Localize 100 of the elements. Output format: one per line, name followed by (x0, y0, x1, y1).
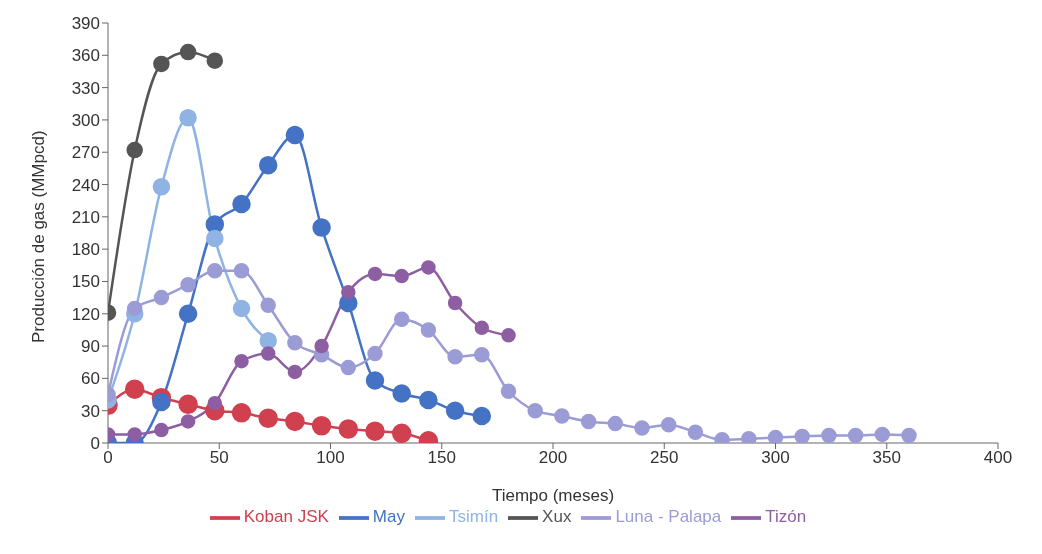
point (259, 331, 277, 350)
point (794, 428, 810, 443)
legend-label: May (372, 507, 405, 527)
point (767, 429, 784, 443)
point (365, 371, 385, 390)
point (527, 402, 543, 419)
y-tick-label: 0 (90, 434, 100, 454)
y-tick-label: 120 (71, 304, 100, 324)
point (127, 427, 142, 442)
legend-label: Xux (542, 507, 572, 527)
point (607, 415, 624, 432)
point (821, 427, 837, 443)
point (500, 383, 517, 400)
x-tick-label: 200 (538, 448, 568, 468)
y-tick-label: 360 (71, 46, 100, 66)
point (206, 229, 224, 248)
point (421, 260, 436, 275)
point (847, 427, 864, 443)
x-tick-label: 150 (427, 448, 456, 468)
x-tick-label: 250 (650, 448, 679, 468)
y-tick-label: 330 (71, 78, 100, 98)
point (178, 394, 198, 414)
point (394, 268, 409, 284)
point (367, 345, 383, 362)
point (258, 408, 278, 428)
y-tick-label: 150 (71, 272, 100, 292)
point (179, 43, 197, 61)
point (580, 413, 597, 430)
x-tick-label: 0 (103, 448, 113, 468)
point (340, 359, 357, 376)
y-tick-label: 210 (71, 207, 100, 227)
point (178, 304, 198, 324)
point (231, 403, 252, 423)
y-tick-label: 390 (71, 14, 100, 34)
y-tick-label: 300 (71, 110, 100, 130)
point (126, 300, 143, 317)
point (258, 155, 278, 175)
point (392, 384, 411, 403)
y-tick-label: 270 (71, 143, 100, 163)
x-tick-label: 300 (761, 448, 790, 468)
point (901, 427, 917, 443)
point (260, 297, 276, 313)
point (179, 109, 197, 127)
point (445, 401, 465, 420)
point (207, 395, 223, 411)
point (447, 349, 463, 365)
x-tick-label: 50 (209, 448, 229, 468)
point (287, 335, 303, 351)
x-axis-title: Tiempo (meses) (491, 486, 615, 505)
point (153, 55, 170, 73)
point (180, 276, 196, 293)
point (233, 262, 250, 279)
point (260, 346, 276, 361)
point (420, 322, 437, 338)
point (391, 423, 412, 443)
y-tick-label: 30 (81, 401, 100, 421)
point (180, 414, 196, 429)
legend-label: Luna - Palapa (615, 507, 722, 527)
point (152, 177, 171, 196)
point (474, 320, 490, 336)
y-tick-label: 180 (71, 240, 100, 260)
point (338, 419, 359, 439)
point (419, 390, 438, 410)
point (314, 338, 329, 354)
point (285, 125, 305, 145)
point (126, 141, 143, 159)
point (232, 299, 251, 318)
point (472, 406, 492, 426)
legend-label: Koban JSK (243, 507, 329, 527)
point (501, 328, 516, 343)
point (393, 311, 410, 327)
point (474, 346, 490, 363)
point (365, 421, 385, 441)
point (232, 194, 251, 214)
point (285, 411, 305, 432)
point (206, 52, 224, 69)
point (311, 416, 332, 436)
y-tick-label: 90 (81, 337, 100, 357)
x-tick-label: 100 (316, 448, 345, 468)
point (207, 262, 223, 279)
point (660, 416, 677, 433)
point (447, 295, 463, 311)
point (341, 284, 356, 300)
y-axis-title: Producción de gas (MMpcd) (29, 130, 49, 343)
y-tick-label: 240 (71, 175, 100, 195)
point (312, 218, 331, 237)
legend-label: Tizón (765, 507, 807, 527)
point (367, 266, 383, 282)
point (153, 289, 170, 306)
point (634, 420, 650, 436)
y-tick-label: 60 (81, 369, 100, 389)
x-tick-label: 400 (983, 448, 1013, 468)
legend-label: Tsimín (448, 507, 499, 527)
point (874, 426, 891, 443)
point (287, 364, 303, 380)
point (154, 422, 169, 438)
point (687, 424, 704, 440)
point (234, 353, 249, 369)
x-tick-label: 350 (872, 448, 901, 468)
point (554, 408, 570, 424)
